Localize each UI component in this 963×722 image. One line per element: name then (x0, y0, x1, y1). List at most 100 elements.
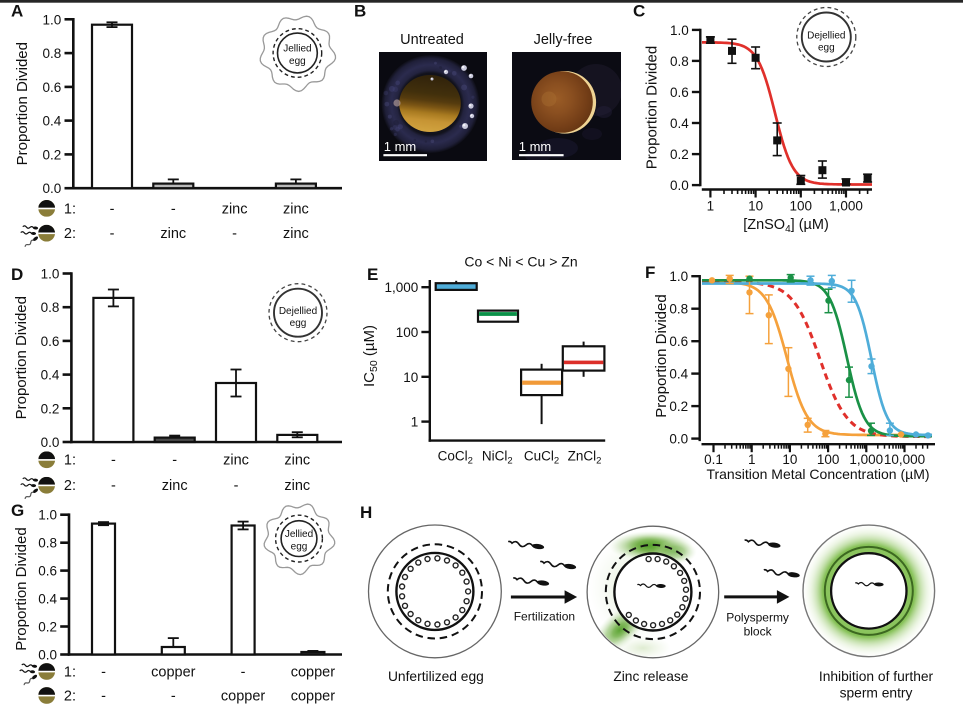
svg-text:0.2: 0.2 (43, 147, 62, 162)
svg-text:0.2: 0.2 (38, 620, 57, 635)
svg-text:C: C (633, 2, 645, 21)
svg-text:Jellied: Jellied (283, 44, 311, 55)
svg-text:zinc: zinc (283, 201, 309, 217)
svg-text:zinc: zinc (284, 478, 310, 494)
svg-text:zinc: zinc (162, 478, 188, 494)
svg-text:Dejellied: Dejellied (807, 31, 845, 42)
svg-text:A: A (11, 2, 23, 21)
svg-text:Zinc release: Zinc release (613, 669, 688, 684)
svg-text:1:: 1: (64, 665, 76, 681)
svg-text:copper: copper (151, 665, 196, 681)
svg-text:-: - (101, 688, 106, 704)
svg-text:block: block (744, 625, 773, 639)
svg-text:-: - (172, 453, 177, 469)
svg-text:0.6: 0.6 (38, 564, 57, 579)
svg-text:0.4: 0.4 (669, 367, 688, 382)
svg-text:10: 10 (782, 452, 797, 467)
svg-text:0.8: 0.8 (38, 536, 57, 551)
svg-text:0.1: 0.1 (704, 452, 723, 467)
svg-text:2:: 2: (64, 226, 76, 242)
svg-text:egg: egg (291, 542, 308, 553)
svg-text:0.4: 0.4 (41, 368, 60, 383)
svg-text:0.0: 0.0 (43, 181, 62, 196)
svg-text:0.6: 0.6 (669, 334, 688, 349)
svg-text:0.0: 0.0 (38, 648, 57, 663)
svg-text:D: D (11, 265, 23, 284)
svg-text:0.6: 0.6 (670, 85, 689, 100)
svg-text:0.6: 0.6 (43, 80, 62, 95)
svg-text:Proportion Divided: Proportion Divided (13, 296, 30, 419)
svg-text:sperm entry: sperm entry (840, 686, 913, 701)
svg-text:Proportion Divided: Proportion Divided (14, 42, 31, 165)
svg-text:zinc: zinc (222, 201, 248, 217)
svg-text:Untreated: Untreated (400, 32, 464, 48)
svg-text:[ZnSO4] (µM): [ZnSO4] (µM) (743, 217, 829, 235)
svg-text:0.6: 0.6 (41, 334, 60, 349)
svg-text:Fertilization: Fertilization (514, 610, 575, 624)
svg-text:0.0: 0.0 (670, 178, 689, 193)
svg-text:1,000: 1,000 (829, 199, 863, 214)
svg-text:1 mm: 1 mm (384, 139, 417, 154)
svg-text:Proportion Divided: Proportion Divided (644, 46, 661, 169)
svg-text:-: - (110, 226, 115, 242)
svg-text:0.0: 0.0 (41, 435, 60, 450)
svg-text:0.0: 0.0 (669, 432, 688, 447)
svg-text:Inhibition of further: Inhibition of further (819, 669, 934, 684)
svg-text:-: - (241, 665, 246, 681)
svg-text:copper: copper (291, 665, 336, 681)
svg-text:Dejellied: Dejellied (279, 306, 317, 317)
svg-text:egg: egg (818, 43, 835, 54)
svg-text:100: 100 (396, 325, 419, 340)
svg-text:-: - (111, 478, 116, 494)
svg-text:ZnCl2: ZnCl2 (568, 449, 602, 467)
svg-text:IC50 (µM): IC50 (µM) (361, 325, 380, 387)
svg-text:0.8: 0.8 (43, 46, 62, 61)
svg-text:F: F (645, 263, 655, 282)
svg-text:0.8: 0.8 (41, 300, 60, 315)
svg-text:0.4: 0.4 (43, 114, 62, 129)
svg-text:Transition Metal Concentration: Transition Metal Concentration (µM) (706, 466, 929, 482)
svg-text:10,000: 10,000 (884, 452, 925, 467)
svg-text:0.2: 0.2 (41, 401, 60, 416)
svg-text:2:: 2: (64, 478, 76, 494)
svg-text:2:: 2: (64, 688, 76, 704)
svg-text:1: 1 (707, 199, 715, 214)
svg-text:1,000: 1,000 (849, 452, 883, 467)
svg-text:Jellied: Jellied (285, 529, 313, 540)
svg-text:1,000: 1,000 (385, 280, 419, 295)
svg-text:-: - (171, 201, 176, 217)
svg-text:CuCl2: CuCl2 (524, 449, 559, 467)
svg-text:zinc: zinc (284, 453, 310, 469)
svg-text:0.4: 0.4 (670, 116, 689, 131)
svg-text:-: - (234, 478, 239, 494)
svg-text:1 mm: 1 mm (519, 139, 552, 154)
svg-text:CoCl2: CoCl2 (438, 449, 473, 467)
svg-text:Polyspermy: Polyspermy (726, 611, 789, 625)
svg-text:1: 1 (411, 415, 419, 430)
svg-text:10: 10 (403, 370, 418, 385)
svg-text:-: - (110, 201, 115, 217)
svg-text:zinc: zinc (283, 226, 309, 242)
svg-text:zinc: zinc (223, 453, 249, 469)
svg-text:B: B (354, 2, 366, 21)
svg-text:egg: egg (290, 318, 307, 329)
svg-text:10: 10 (748, 199, 763, 214)
svg-text:-: - (232, 226, 237, 242)
svg-text:1: 1 (748, 452, 756, 467)
svg-text:-: - (101, 665, 106, 681)
svg-text:egg: egg (289, 56, 306, 67)
svg-text:1.0: 1.0 (669, 269, 688, 284)
svg-text:Proportion Divided: Proportion Divided (653, 294, 670, 417)
svg-text:100: 100 (790, 199, 813, 214)
svg-text:G: G (11, 501, 24, 520)
svg-text:zinc: zinc (160, 226, 186, 242)
svg-text:1.0: 1.0 (38, 508, 57, 523)
svg-text:0.2: 0.2 (670, 147, 689, 162)
svg-text:1:: 1: (64, 453, 76, 469)
svg-text:Unfertilized egg: Unfertilized egg (388, 669, 484, 684)
svg-text:0.8: 0.8 (669, 302, 688, 317)
svg-text:1.0: 1.0 (670, 23, 689, 38)
svg-text:Co < Ni < Cu > Zn: Co < Ni < Cu > Zn (464, 254, 577, 270)
svg-text:Jelly-free: Jelly-free (534, 32, 593, 48)
svg-text:E: E (367, 265, 378, 284)
